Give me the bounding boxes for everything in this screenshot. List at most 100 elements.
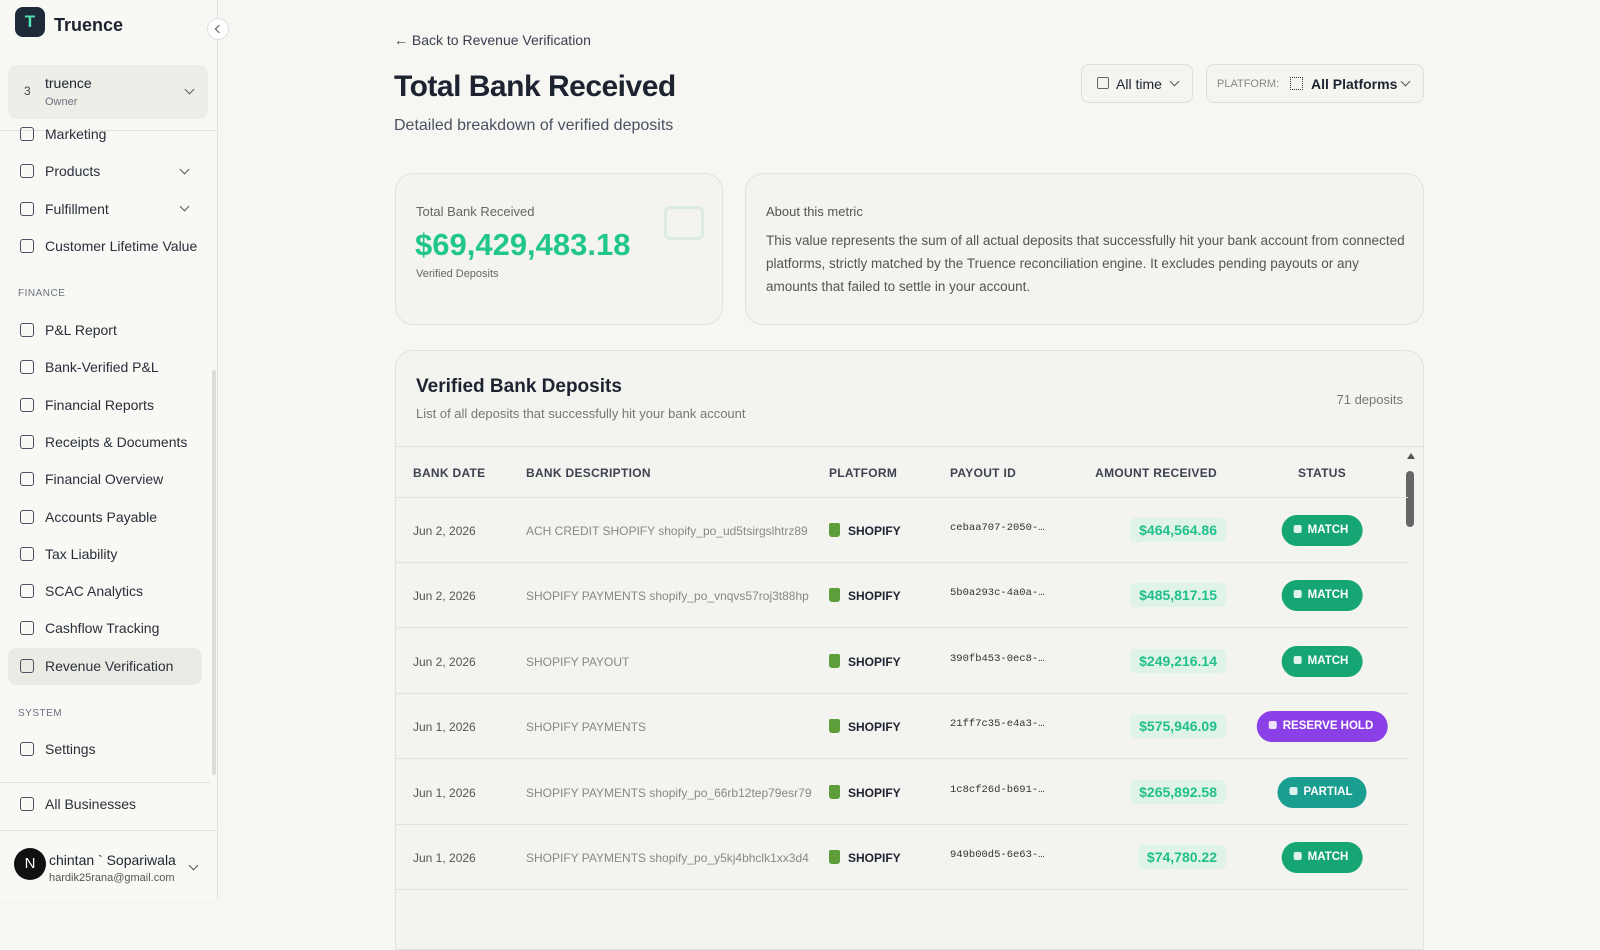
nav-item[interactable]: Accounts Payable bbox=[8, 499, 202, 535]
column-header[interactable]: PAYOUT ID bbox=[950, 466, 1017, 480]
nav-icon bbox=[20, 323, 34, 337]
bank-date: Jun 1, 2026 bbox=[413, 720, 476, 735]
page-title: Total Bank Received bbox=[394, 70, 676, 103]
nav-label: Cashflow Tracking bbox=[45, 620, 160, 637]
nav-item[interactable]: All Businesses bbox=[8, 786, 202, 822]
time-filter[interactable]: All time bbox=[1081, 64, 1193, 103]
section-heading: FINANCE bbox=[18, 288, 66, 299]
nav-label: All Businesses bbox=[45, 796, 137, 812]
nav-label: Accounts Payable bbox=[45, 508, 158, 525]
platform-filter[interactable]: PLATFORM: All Platforms bbox=[1206, 64, 1424, 103]
metric-icon bbox=[664, 206, 704, 240]
deposits-table: Verified Bank Deposits List of all depos… bbox=[395, 350, 1424, 950]
active-highlight bbox=[8, 648, 202, 685]
table-row[interactable]: Jun 1, 2026 SHOPIFY PAYMENTS SHOPIFY 21ff7c… bbox=[396, 694, 1408, 760]
back-label: Back to Revenue Verification bbox=[411, 32, 591, 48]
divider bbox=[0, 782, 210, 783]
nav-icon bbox=[20, 658, 34, 673]
metric-value: $69,429,483.18 bbox=[415, 227, 631, 262]
nav-label: Fulfillment bbox=[45, 200, 109, 217]
nav-label: SCAC Analytics bbox=[45, 583, 144, 600]
platform-icon bbox=[829, 588, 840, 603]
amount-received: $74,780.22 bbox=[1137, 845, 1226, 869]
status-badge[interactable]: MATCH bbox=[1281, 515, 1363, 546]
table-row[interactable]: Jun 2, 2026 SHOPIFY PAYMENTS shopify_po_v… bbox=[396, 563, 1408, 629]
nav-item[interactable]: Bank-Verified P&L bbox=[8, 349, 202, 385]
status-badge[interactable]: MATCH bbox=[1281, 580, 1363, 612]
table-row[interactable]: Jun 2, 2026 SHOPIFY PAYOUT SHOPIFY 390fb453… bbox=[396, 629, 1408, 694]
platform: SHOPIFY bbox=[848, 654, 901, 669]
app: T Truence 3 truence Owner FINANCE SYSTEM… bbox=[0, 0, 1424, 950]
section-heading: SYSTEM bbox=[18, 708, 63, 719]
sidebar: T Truence 3 truence Owner FINANCE SYSTEM… bbox=[0, 0, 218, 900]
payout-id: 949b00d5-6e63-… bbox=[950, 849, 1045, 861]
nav-label: Financial Reports bbox=[45, 396, 154, 413]
nav-item[interactable]: Customer Lifetime Value bbox=[8, 228, 202, 264]
amount-received: $575,946.09 bbox=[1130, 714, 1226, 739]
platform-icon bbox=[829, 523, 840, 537]
table-row[interactable]: Jun 2, 2026 ACH CREDIT SHOPIFY shopify_po… bbox=[396, 498, 1408, 563]
status-badge[interactable]: RESERVE HOLD bbox=[1256, 711, 1388, 743]
column-header[interactable]: STATUS bbox=[1297, 466, 1347, 480]
scrollbar-thumb[interactable] bbox=[1406, 471, 1414, 527]
about-card: About this metric This value represents … bbox=[745, 173, 1424, 325]
nav-item[interactable]: Settings bbox=[8, 731, 202, 767]
nav-item[interactable]: Cashflow Tracking bbox=[8, 610, 202, 646]
table-row[interactable]: Jun 1, 2026 SHOPIFY PAYMENTS shopify_po_y… bbox=[396, 825, 1408, 890]
nav-icon bbox=[20, 201, 34, 216]
nav-item[interactable]: P&L Report bbox=[8, 312, 202, 348]
nav-icon bbox=[20, 546, 34, 561]
payout-id: 390fb453-0ec8-… bbox=[950, 652, 1045, 665]
workspace-role: Owner bbox=[45, 96, 78, 108]
scroll-up[interactable] bbox=[1407, 453, 1415, 459]
nav-item[interactable]: Financial Reports bbox=[8, 387, 202, 423]
nav-item[interactable]: Revenue Verification bbox=[8, 648, 202, 684]
page-subtitle: Detailed breakdown of verified deposits bbox=[394, 117, 674, 134]
user-email: hardik25rana@gmail.com bbox=[49, 872, 175, 884]
divider bbox=[396, 446, 1423, 447]
deposit-count: 71 deposits bbox=[1336, 392, 1404, 407]
nav-icon bbox=[20, 434, 34, 449]
divider bbox=[396, 497, 1408, 498]
table-row[interactable]: Jun 1, 2026 SHOPIFY PAYMENTS shopify_po_6… bbox=[396, 760, 1408, 825]
workspace-switcher[interactable]: 3 truence Owner bbox=[8, 65, 208, 119]
status-icon bbox=[1289, 786, 1298, 795]
payout-id: 21ff7c35-e4a3-… bbox=[950, 718, 1045, 731]
user-avatar[interactable]: N bbox=[14, 848, 46, 880]
column-header[interactable]: AMOUNT RECEIVED bbox=[1095, 466, 1217, 480]
nav-item[interactable]: Products bbox=[8, 153, 202, 189]
status-badge[interactable]: PARTIAL bbox=[1277, 776, 1367, 808]
payout-id: 5b0a293c-4a0a-… bbox=[950, 587, 1045, 600]
amount-received: $249,216.14 bbox=[1130, 648, 1226, 673]
nav-label: Customer Lifetime Value bbox=[45, 237, 198, 254]
nav-label: Financial Overview bbox=[45, 471, 164, 488]
column-header[interactable]: BANK DESCRIPTION bbox=[526, 466, 651, 480]
status-badge[interactable]: MATCH bbox=[1281, 842, 1363, 873]
bank-date: Jun 2, 2026 bbox=[413, 589, 476, 604]
platform-icon bbox=[829, 719, 840, 734]
grid-icon bbox=[1290, 77, 1303, 90]
amount-received: $464,564.86 bbox=[1130, 518, 1226, 542]
platform: SHOPIFY bbox=[848, 720, 901, 735]
nav-item[interactable]: Marketing bbox=[8, 116, 202, 152]
metric-label: Total Bank Received bbox=[416, 204, 535, 219]
nav-item[interactable]: Receipts & Documents bbox=[8, 424, 202, 460]
collapse-button[interactable] bbox=[207, 18, 229, 40]
platform-icon bbox=[829, 850, 840, 864]
brand-logo: T bbox=[15, 7, 45, 37]
nav-label: Marketing bbox=[45, 126, 107, 142]
nav-item[interactable]: Tax Liability bbox=[8, 536, 202, 572]
nav-item[interactable]: Fulfillment bbox=[8, 191, 202, 227]
nav-item[interactable]: SCAC Analytics bbox=[8, 573, 202, 609]
nav-item[interactable]: Financial Overview bbox=[8, 461, 202, 497]
column-header[interactable]: BANK DATE bbox=[413, 466, 486, 480]
bank-description: SHOPIFY PAYMENTS shopify_po_vnqvs57roj3t… bbox=[526, 589, 809, 604]
nav-label: Products bbox=[45, 163, 101, 180]
column-header[interactable]: PLATFORM bbox=[829, 466, 898, 480]
nav-label: Settings bbox=[45, 741, 96, 757]
platform: SHOPIFY bbox=[848, 524, 901, 538]
metric-caption: Verified Deposits bbox=[416, 268, 499, 280]
back-link[interactable]: ← Back to Revenue Verification bbox=[394, 32, 591, 48]
status-badge[interactable]: MATCH bbox=[1281, 645, 1363, 677]
status-label: MATCH bbox=[1307, 524, 1349, 536]
